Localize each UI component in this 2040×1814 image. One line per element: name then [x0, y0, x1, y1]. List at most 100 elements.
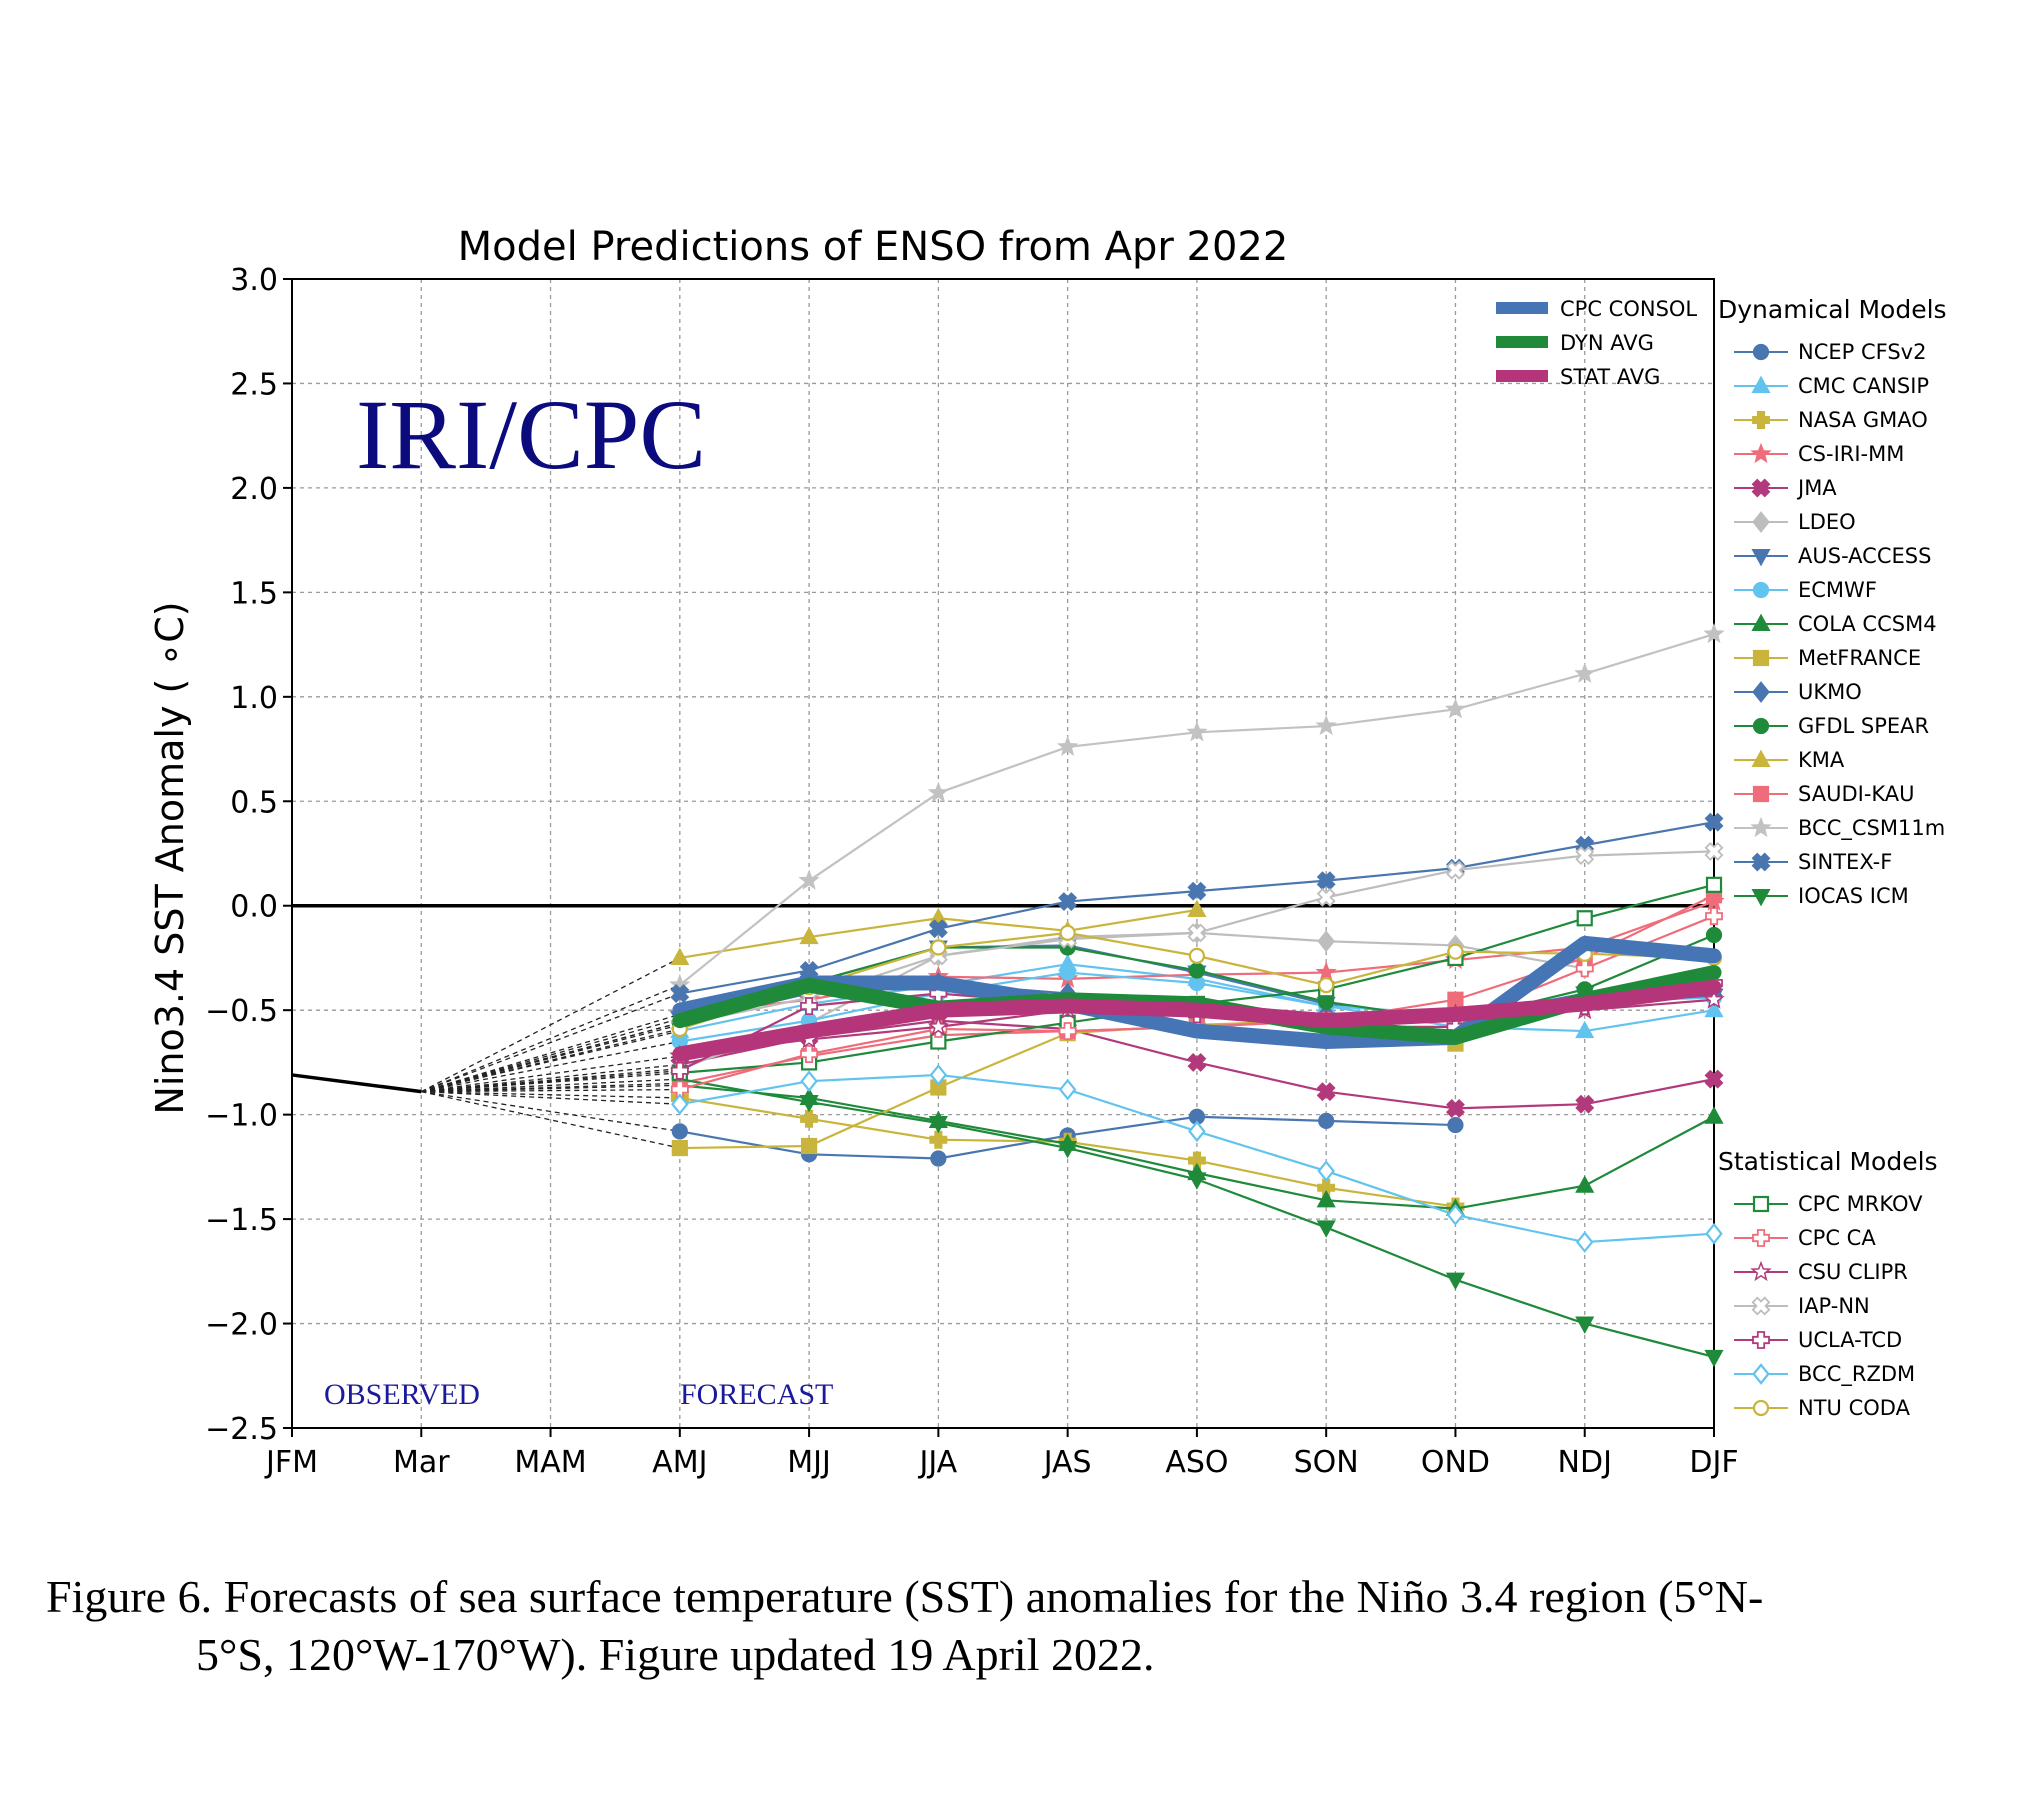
data-point: [929, 1064, 948, 1086]
data-point: [1704, 1106, 1724, 1124]
data-point: [800, 1137, 818, 1155]
marker-shape: [1316, 887, 1336, 907]
connector-line: [421, 1091, 680, 1149]
data-point: [671, 1093, 689, 1116]
connector-line: [421, 1082, 680, 1093]
data-point: [1445, 1272, 1466, 1291]
legend-label: NCEP CFSv2: [1798, 340, 1926, 364]
connector-line: [421, 1055, 680, 1093]
data-point: [1704, 1069, 1724, 1089]
marker-shape: [1187, 881, 1207, 901]
data-point: [1316, 1220, 1336, 1238]
data-point: [1187, 1052, 1207, 1072]
legend-swatch-marker: [1752, 1195, 1770, 1213]
y-tick-label: 0.0: [230, 890, 278, 925]
data-point: [1186, 721, 1208, 742]
data-point: [1703, 622, 1725, 644]
x-tick-label: JFM: [264, 1445, 318, 1480]
data-point: [800, 1045, 818, 1063]
legend-label: COLA CCSM4: [1798, 612, 1937, 636]
data-point: [670, 1061, 689, 1080]
legend-swatch-marker: [1752, 681, 1770, 703]
data-point: [1575, 1175, 1595, 1193]
legend-label: IAP-NN: [1798, 1294, 1870, 1318]
marker-shape: [1187, 923, 1207, 943]
data-point: [1187, 923, 1207, 943]
data-point: [1703, 988, 1725, 1009]
legend-label: NASA GMAO: [1798, 408, 1928, 432]
legend-label: CSU CLIPR: [1798, 1260, 1908, 1284]
legend-label: JMA: [1796, 476, 1837, 500]
connector-line: [421, 1068, 680, 1093]
data-point: [800, 997, 818, 1015]
legend-swatch-marker: [1752, 511, 1770, 533]
caption-line-2: 5°S, 120°W-170°W). Figure updated 19 Apr…: [196, 1629, 1155, 1680]
legend-swatch-marker: [1750, 816, 1772, 838]
connector-line: [421, 1091, 680, 1105]
data-point: [1318, 1112, 1335, 1130]
y-tick-label: −2.5: [205, 1412, 278, 1447]
marker-shape: [1446, 860, 1465, 880]
marker-shape: [1751, 478, 1771, 498]
data-point: [1575, 1231, 1594, 1253]
connector-line: [421, 1070, 680, 1093]
data-point: [1188, 962, 1206, 979]
data-point: [670, 984, 690, 1003]
x-tick-label: SON: [1294, 1445, 1359, 1480]
data-point: [1188, 1151, 1206, 1170]
connector-line: [421, 1084, 680, 1093]
y-tick-label: 3.0: [230, 263, 278, 298]
data-point: [1704, 812, 1724, 832]
marker-shape: [928, 919, 948, 939]
x-tick-label: DJF: [1689, 1445, 1738, 1480]
marker-shape: [1704, 812, 1724, 832]
legend-label: LDEO: [1798, 510, 1856, 534]
series-iocas-icm: [670, 1072, 1724, 1368]
data-point: [928, 919, 948, 939]
legend-swatch-marker: [1752, 343, 1770, 361]
avg-line-stat-avg: [672, 979, 1722, 1062]
y-tick-label: −1.0: [205, 1099, 278, 1134]
data-point: [1188, 1120, 1206, 1143]
y-axis-label: Nino3.4 SST Anomaly ( ∘C): [148, 601, 192, 1114]
avg-legend-label: STAT AVG: [1560, 365, 1660, 389]
legend-title: Dynamical Models: [1718, 295, 1947, 324]
data-point: [928, 1115, 948, 1134]
legend-swatch-marker: [1752, 1229, 1770, 1247]
data-point: [1315, 714, 1337, 736]
x-tick-label: JAS: [1042, 1445, 1092, 1480]
marker-shape: [1187, 1052, 1207, 1072]
data-point: [1575, 959, 1594, 978]
data-point: [1575, 1020, 1595, 1039]
marker-shape: [1575, 846, 1595, 866]
marker-shape: [1316, 1082, 1336, 1102]
y-tick-label: 1.5: [230, 576, 278, 611]
connector-line: [421, 1091, 680, 1099]
data-point: [1187, 899, 1207, 917]
x-tick-label: MJJ: [787, 1445, 831, 1480]
legend-swatch-marker: [1750, 1260, 1772, 1282]
marker-shape: [1704, 841, 1724, 861]
legend-swatch-marker: [1752, 410, 1770, 430]
legend-title: Statistical Models: [1718, 1147, 1938, 1176]
data-point: [1704, 1349, 1724, 1368]
x-tick-label: Mar: [393, 1445, 450, 1480]
axes: JFM Mar MAM AMJ MJJ JJA JAS ASO SON OND NDJ DJF 3.0 2…: [205, 263, 1738, 1480]
chart-title: Model Predictions of ENSO from Apr 2022: [458, 224, 1289, 270]
data-point: [671, 1123, 688, 1140]
data-point: [1575, 1094, 1595, 1114]
legend-label: NTU CODA: [1798, 1396, 1911, 1420]
enso-chart: JFM Mar MAM AMJ MJJ JJA JAS ASO SON OND NDJ DJF 3.0 2…: [148, 224, 1947, 1480]
legend-swatch-marker: [1752, 1363, 1770, 1385]
legend-swatch-marker: [1751, 375, 1771, 394]
marker-shape: [1751, 852, 1771, 872]
legend-swatch-marker: [1752, 785, 1770, 803]
data-point: [1316, 887, 1336, 907]
legend-label: KMA: [1798, 748, 1845, 772]
connector-line: [421, 992, 681, 1093]
connector-line: [421, 1072, 680, 1093]
legend: CPC CONSOL DYN AVG STAT AVG Dynamical Model…: [1496, 295, 1947, 1420]
data-point: [1447, 1116, 1464, 1134]
legend-label: SINTEX-F: [1798, 850, 1892, 874]
legend-label: UCLA-TCD: [1798, 1328, 1902, 1352]
